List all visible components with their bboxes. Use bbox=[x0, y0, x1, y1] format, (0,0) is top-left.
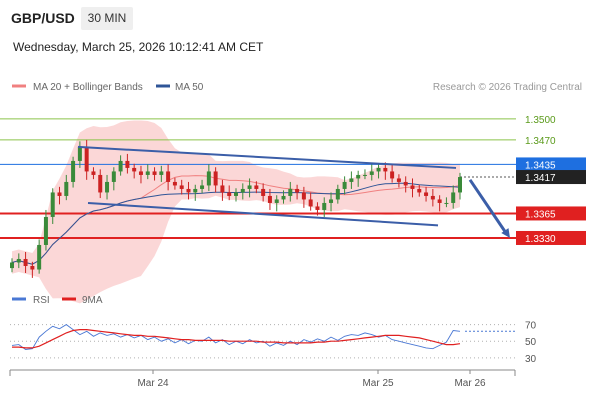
candle bbox=[200, 179, 205, 194]
rsi-tick-50: 50 bbox=[525, 337, 537, 348]
candle bbox=[166, 164, 171, 191]
x-tick-label: Mar 24 bbox=[137, 378, 169, 389]
svg-text:1.3417: 1.3417 bbox=[525, 173, 556, 184]
candle bbox=[111, 167, 116, 191]
candle bbox=[261, 183, 266, 202]
candle bbox=[267, 188, 272, 210]
candle bbox=[417, 184, 422, 197]
level-label-1.3500: 1.3500 bbox=[525, 115, 556, 126]
ma9-line bbox=[12, 329, 461, 349]
candle bbox=[396, 174, 401, 188]
candle bbox=[349, 171, 354, 189]
candle bbox=[369, 164, 374, 181]
candle bbox=[383, 162, 388, 180]
x-tick-label: Mar 25 bbox=[362, 378, 394, 389]
candle bbox=[10, 258, 14, 273]
rsi-legend-label: RSI bbox=[33, 295, 50, 306]
candle bbox=[43, 209, 48, 251]
rsi-tick-30: 30 bbox=[525, 354, 537, 365]
ma20-legend-label: MA 20 + Bollinger Bands bbox=[33, 82, 143, 93]
level-label-1.3435: 1.3435 bbox=[516, 157, 586, 172]
candle bbox=[227, 185, 232, 201]
candle bbox=[91, 167, 96, 180]
candle bbox=[376, 163, 381, 179]
rsi-tick-70: 70 bbox=[525, 321, 537, 332]
candle bbox=[64, 174, 69, 201]
candle bbox=[125, 153, 130, 174]
candle bbox=[172, 177, 177, 190]
level-label-1.3470: 1.3470 bbox=[525, 136, 556, 147]
candle bbox=[145, 164, 150, 180]
upper-trendline bbox=[77, 145, 457, 169]
candle bbox=[362, 169, 367, 180]
ma9-legend-label: 9MA bbox=[82, 295, 103, 306]
forecast-arrow bbox=[468, 179, 510, 238]
lower-trendline bbox=[87, 201, 439, 227]
candle bbox=[329, 192, 334, 212]
candle bbox=[71, 156, 76, 188]
candle bbox=[308, 192, 313, 211]
ma50-legend-label: MA 50 bbox=[175, 82, 204, 93]
candle bbox=[57, 186, 62, 205]
rsi-line bbox=[11, 324, 461, 350]
candle bbox=[322, 197, 327, 217]
candle bbox=[98, 169, 103, 199]
copyright: Research © 2026 Trading Central bbox=[433, 82, 582, 93]
candle bbox=[288, 181, 293, 202]
candle bbox=[342, 176, 347, 195]
candle bbox=[240, 183, 245, 200]
candle bbox=[315, 202, 320, 216]
candle bbox=[50, 188, 55, 224]
candle bbox=[437, 195, 442, 212]
candle bbox=[274, 195, 279, 212]
candle bbox=[424, 186, 429, 202]
header: GBP/USD 30 MIN bbox=[0, 0, 590, 36]
candle bbox=[193, 184, 198, 201]
candle bbox=[356, 170, 361, 187]
candle bbox=[118, 155, 123, 176]
candle bbox=[77, 141, 82, 168]
svg-text:1.3435: 1.3435 bbox=[525, 160, 556, 171]
candle bbox=[390, 164, 395, 183]
candle bbox=[37, 239, 42, 274]
svg-text:1.3330: 1.3330 bbox=[525, 234, 556, 245]
candle bbox=[430, 188, 435, 207]
level-label-1.3330: 1.3330 bbox=[516, 230, 586, 245]
candle bbox=[213, 167, 218, 193]
candle bbox=[247, 178, 252, 198]
candle bbox=[403, 176, 408, 193]
candle bbox=[23, 251, 28, 273]
candle bbox=[458, 172, 462, 200]
level-label-1.3417: 1.3417 bbox=[516, 170, 586, 185]
candle bbox=[179, 179, 184, 195]
candle bbox=[254, 181, 259, 194]
candle bbox=[301, 186, 306, 208]
candle bbox=[105, 174, 110, 200]
level-label-1.3365: 1.3365 bbox=[516, 206, 586, 221]
candle bbox=[295, 184, 300, 200]
candle bbox=[152, 167, 157, 181]
candle bbox=[159, 165, 164, 182]
x-tick-label: Mar 26 bbox=[454, 378, 486, 389]
candle bbox=[132, 163, 137, 179]
timeframe-button[interactable]: 30 MIN bbox=[81, 7, 133, 30]
pair-title: GBP/USD bbox=[11, 10, 75, 26]
candle bbox=[138, 165, 143, 184]
candle bbox=[206, 164, 211, 192]
candle bbox=[16, 253, 21, 269]
candle bbox=[335, 184, 340, 204]
candle bbox=[220, 179, 225, 201]
svg-text:1.3365: 1.3365 bbox=[525, 209, 556, 220]
candle bbox=[234, 188, 238, 202]
candle bbox=[281, 190, 286, 204]
candle bbox=[186, 181, 191, 200]
candle bbox=[30, 261, 35, 278]
candle bbox=[410, 178, 415, 198]
candle bbox=[444, 197, 449, 208]
bollinger-band bbox=[12, 120, 460, 304]
candle bbox=[451, 185, 456, 209]
chart-datetime: Wednesday, March 25, 2026 10:12:41 AM CE… bbox=[13, 40, 264, 54]
